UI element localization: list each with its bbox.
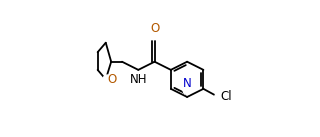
Text: O: O [108,73,116,86]
Text: O: O [150,22,159,35]
Circle shape [133,74,143,85]
Circle shape [215,92,225,102]
Text: N: N [183,77,191,90]
Text: NH: NH [130,73,147,86]
Circle shape [183,86,191,94]
Circle shape [103,75,112,84]
Circle shape [150,31,159,39]
Text: Cl: Cl [220,90,232,103]
